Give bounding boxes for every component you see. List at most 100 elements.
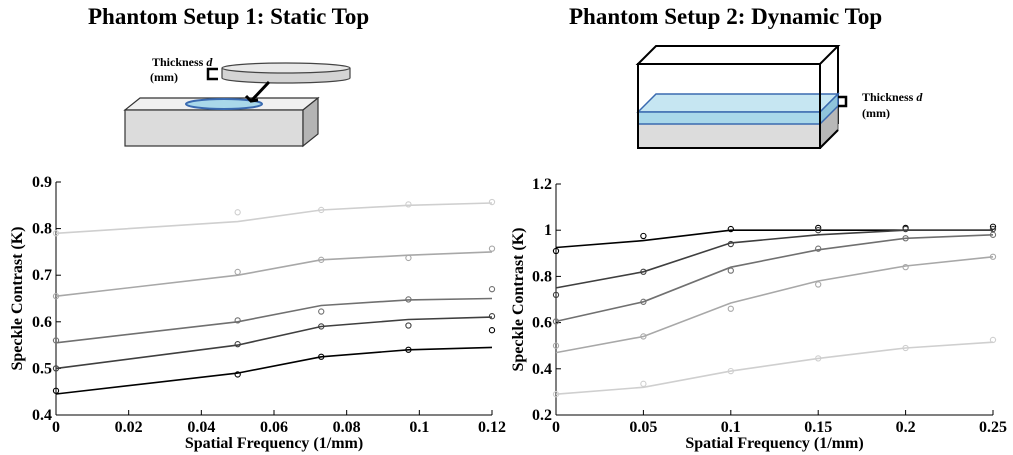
chart-1-fit-line-2 — [555, 234, 994, 323]
chart-1-y-tick-label: 0.2 — [532, 407, 552, 424]
top-disc — [221, 62, 351, 74]
chart-0-y-tick-label: 0.4 — [32, 407, 52, 424]
chart-0-fit-line-4 — [55, 346, 493, 395]
chart-0-y-tick-label: 0.9 — [32, 174, 52, 191]
chart-1-data-point — [727, 240, 734, 248]
chart-0-data-point — [405, 254, 412, 262]
chart-1-data-point — [815, 281, 822, 288]
chart-0-data-point — [318, 206, 325, 214]
chart-1-data-point — [727, 225, 734, 233]
liquid-top — [636, 93, 840, 113]
chart-1-data-point — [902, 225, 909, 233]
chart-0-data-point — [488, 313, 496, 320]
chart-1-x-tick-label: 0 — [552, 419, 560, 436]
chart-1-data-point — [552, 342, 560, 349]
chart-1-y-tick-label: 0.6 — [532, 315, 552, 332]
chart-0-data-point — [234, 371, 241, 378]
chart-1-x-tick-label: 0.25 — [979, 419, 1007, 436]
chart-1-data-point — [640, 268, 647, 275]
chart-0-data-point — [52, 230, 60, 237]
liquid-front — [637, 111, 821, 125]
chart-0-x-tick-label: 0.08 — [333, 419, 361, 436]
chart-1-fit-line-3 — [555, 256, 994, 354]
unit-label-left: (mm) — [150, 70, 178, 84]
unit-label-right: (mm) — [862, 106, 890, 120]
chart-0-data-point — [405, 346, 412, 353]
chart-1-data-point — [989, 231, 997, 238]
chart-0-data-point — [488, 286, 496, 293]
chart-1-data-point — [989, 225, 997, 233]
chart-0-x-tick-label: 0.02 — [115, 419, 143, 436]
chart-1-data-point — [727, 267, 734, 274]
chart-0-data-point — [488, 327, 496, 334]
chart-1-fit-line-4 — [555, 341, 994, 395]
chart-0-data-point — [488, 198, 496, 206]
chart-1-data-point — [902, 264, 909, 271]
thickness-label-right: Thickness d — [862, 90, 923, 104]
chart-1-y-axis-label: Speckle Contrast (K) — [510, 228, 527, 372]
chart-0-y-axis-label: Speckle Contrast (K) — [9, 227, 26, 371]
chart-0-y-tick-label: 0.5 — [32, 360, 52, 377]
chart-0-y-tick-label: 0.8 — [32, 221, 52, 238]
chart-1-data-point — [902, 344, 909, 352]
chart-1-data-point — [815, 245, 822, 252]
box-top-edges — [635, 45, 841, 65]
chart-1-x-tick-label: 0.2 — [896, 419, 916, 436]
chart-0-data-point — [318, 256, 325, 263]
thickness-bracket-left — [206, 67, 218, 81]
thickness-bracket-right — [838, 95, 848, 108]
chart-1-x-tick-label: 0.15 — [804, 419, 832, 436]
chart-1-data-point — [552, 247, 560, 255]
chart-0-x-tick-label: 0 — [52, 419, 60, 436]
chart-1-data-point — [552, 318, 560, 325]
chart-0-data-point — [52, 365, 60, 372]
chart-0-data-point — [52, 387, 60, 394]
arrow-head — [244, 94, 259, 103]
chart-0-data-point — [318, 308, 325, 315]
chart-1-data-point — [815, 355, 822, 362]
box-front-edges — [637, 63, 821, 149]
block-side-face — [302, 96, 319, 148]
chart-0-data-point — [234, 341, 241, 348]
chart-0-y-tick-label: 0.6 — [32, 314, 52, 331]
chart-1-data-point — [815, 227, 822, 234]
arrow-shaft — [250, 80, 271, 102]
chart-1-data-point — [815, 224, 822, 232]
chart-0-fit-line-2 — [55, 297, 493, 344]
chart-0-data-point — [234, 209, 241, 216]
chart-1-data-point — [989, 336, 997, 344]
chart-dynamic-top: 0 0.05 0.1 0.15 0.2 0.25 0.2 0.4 0.6 0.8 1 1.2 Spati… — [510, 176, 1007, 452]
chart-1-data-point — [640, 298, 647, 305]
chart-0-data-point — [234, 317, 241, 324]
chart-0-data-point — [488, 245, 496, 252]
chart-title-left: Phantom Setup 1: Static Top — [88, 4, 370, 29]
chart-1-data-point — [640, 232, 647, 240]
chart-0-fit-line-3 — [55, 316, 493, 370]
thickness-label-left: Thickness d — [152, 55, 213, 69]
chart-0-data-point — [52, 337, 60, 344]
chart-0-data-point — [234, 268, 241, 276]
chart-1-data-point — [640, 380, 647, 387]
chart-1-x-axis-label: Spatial Frequency (1/mm) — [685, 435, 863, 452]
chart-1-data-point — [640, 333, 647, 340]
dynamic-top-diagram: Thickness d (mm) — [635, 45, 923, 150]
chart-1-data-point — [989, 223, 997, 230]
box-bottom-edge — [819, 129, 839, 149]
chart-0-x-tick-label: 0.04 — [187, 419, 215, 436]
chart-0-fit-line-1 — [55, 251, 493, 297]
chart-0-fit-line-0 — [55, 202, 493, 235]
chart-0-x-tick-label: 0.12 — [478, 419, 506, 436]
chart-1-data-point — [902, 235, 909, 242]
chart-0-data-point — [405, 322, 412, 329]
chart-0-data-point — [52, 293, 60, 300]
chart-0-x-tick-label: 0.06 — [260, 419, 288, 436]
chart-0-x-axis-label: Spatial Frequency (1/mm) — [185, 435, 363, 452]
chart-0-data-point — [318, 323, 325, 330]
chart-0-data-point — [405, 296, 412, 303]
chart-1-data-point — [727, 367, 734, 375]
chart-1-data-point — [552, 391, 560, 398]
chart-1-data-point — [989, 253, 997, 260]
chart-1-data-point — [552, 291, 560, 299]
liquid-well — [185, 98, 263, 110]
